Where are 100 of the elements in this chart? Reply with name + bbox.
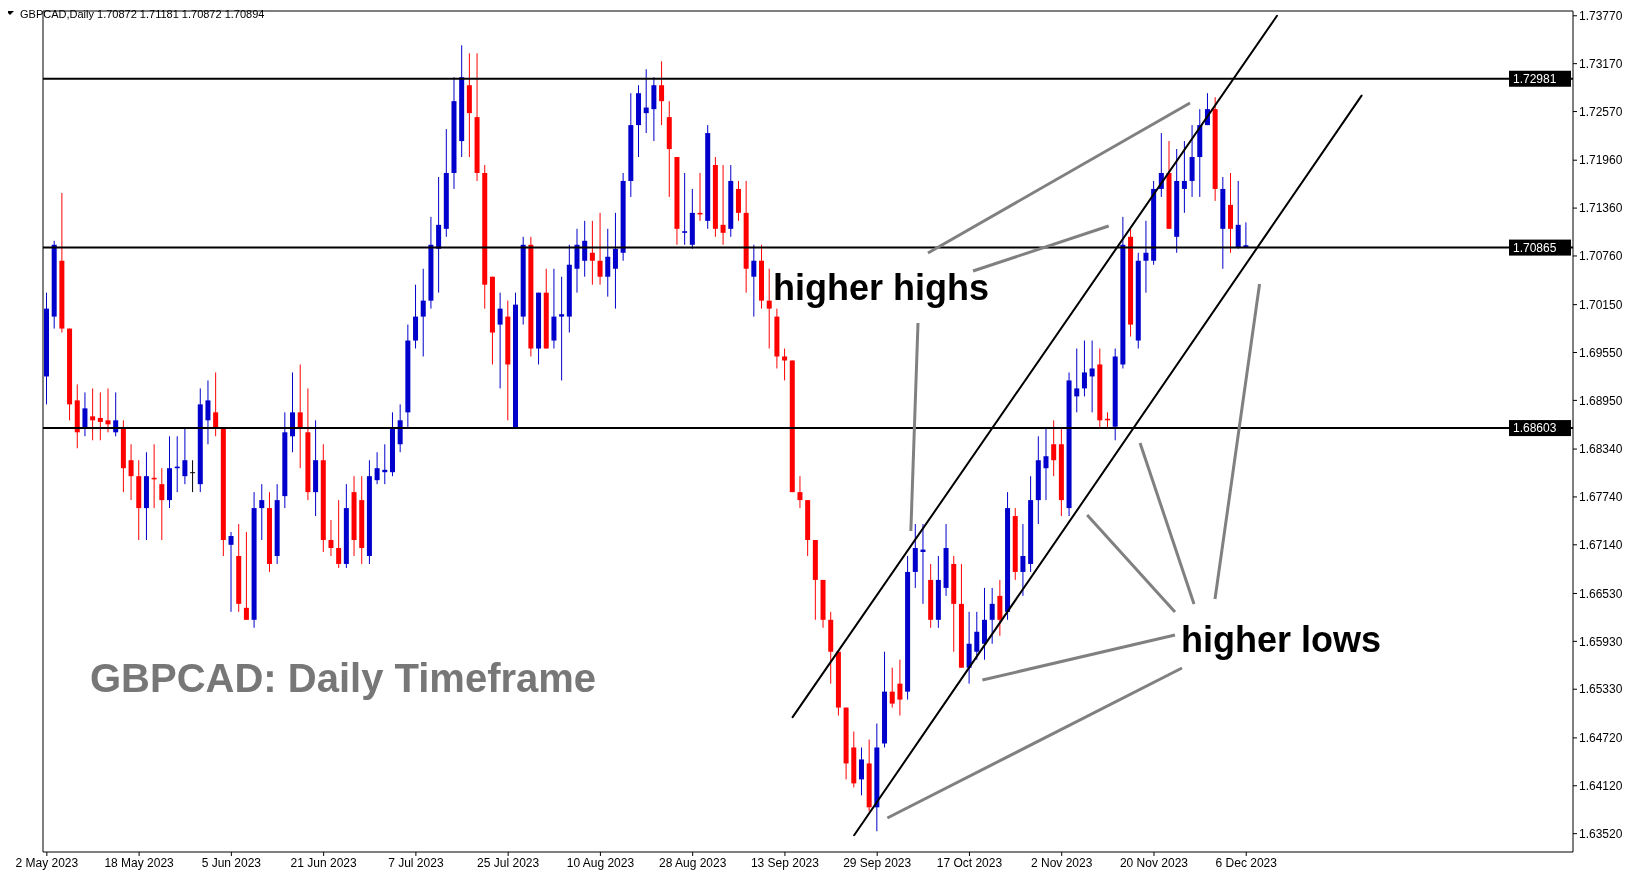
y-tick-label: 1.68340	[1579, 442, 1623, 457]
candlestick	[589, 220, 595, 286]
x-tick-label: 2 May 2023	[15, 855, 79, 870]
candlestick	[720, 164, 726, 246]
x-tick-label: 29 Sep 2023	[843, 855, 912, 870]
x-tick-label: 10 Aug 2023	[566, 855, 635, 870]
candlestick	[997, 579, 1003, 637]
candlestick	[1243, 221, 1249, 248]
y-tick-label: 1.64720	[1579, 731, 1623, 746]
x-tick-label: 7 Jul 2023	[388, 855, 444, 870]
candlestick	[243, 531, 249, 621]
x-tick-label: 13 Sep 2023	[750, 855, 820, 870]
candlestick	[1074, 348, 1080, 413]
y-tick-label: 1.70150	[1579, 297, 1623, 312]
candlestick	[1228, 172, 1234, 254]
candlestick	[897, 659, 903, 717]
candlestick	[1143, 220, 1149, 294]
candlestick	[766, 268, 772, 350]
candlestick	[82, 391, 88, 437]
candlestick	[159, 467, 165, 541]
candlestick	[190, 459, 196, 493]
ref-line-label: 1.70865	[1513, 240, 1557, 255]
candlestick	[374, 451, 380, 485]
y-tick-label: 1.69550	[1579, 345, 1623, 360]
y-tick-label: 1.68950	[1579, 393, 1623, 408]
annotation: higher lows	[1181, 619, 1382, 660]
candlestick	[228, 531, 234, 613]
candlestick	[682, 172, 688, 246]
candlestick	[1051, 419, 1057, 477]
candlestick	[858, 746, 864, 796]
y-tick-label: 1.71960	[1579, 153, 1623, 168]
y-tick-label: 1.65930	[1579, 634, 1623, 649]
candlestick	[889, 667, 895, 709]
candlestick	[1235, 180, 1241, 250]
y-tick-label: 1.73170	[1579, 56, 1623, 71]
candlestick	[1089, 340, 1095, 413]
candlestick	[1020, 523, 1026, 597]
candlestick	[413, 284, 419, 350]
candlestick	[605, 228, 611, 298]
x-tick-label: 28 Aug 2023	[658, 855, 727, 870]
candlestick	[90, 387, 96, 441]
x-tick-label: 25 Jul 2023	[477, 855, 540, 870]
y-tick-label: 1.71360	[1579, 201, 1623, 216]
candlestick	[105, 387, 111, 433]
candlestick	[97, 391, 103, 441]
candlestick	[612, 212, 618, 310]
candlestick	[751, 244, 757, 318]
annotation: higher highs	[773, 267, 989, 308]
candlestick	[966, 611, 972, 685]
y-tick-label: 1.70760	[1579, 249, 1623, 264]
candlestick	[574, 228, 580, 294]
x-tick-label: 17 Oct 2023	[936, 855, 1003, 870]
candlestick	[989, 587, 995, 645]
candlestick	[981, 587, 987, 661]
y-tick-label: 1.63520	[1579, 826, 1623, 841]
candlestick	[213, 371, 219, 437]
candlestick	[1081, 340, 1087, 397]
candlestick	[436, 176, 442, 294]
y-tick-label: 1.72570	[1579, 104, 1623, 119]
text: GBPCAD: Daily Timeframe	[90, 656, 597, 700]
candlestick	[797, 475, 803, 509]
candlestick	[259, 483, 265, 541]
candlestick	[551, 268, 557, 350]
candlestick	[559, 276, 565, 381]
candlestick	[397, 403, 403, 453]
candlestick	[974, 611, 980, 661]
candlestick	[582, 220, 588, 278]
candlestick	[1181, 140, 1187, 214]
x-tick-label: 21 Jun 2023	[290, 855, 357, 870]
ref-line-label: 1.68603	[1513, 421, 1557, 436]
y-tick-label: 1.66530	[1579, 586, 1623, 601]
candlestick	[205, 379, 211, 445]
candlestick	[328, 519, 334, 557]
candlestick	[597, 212, 603, 286]
candlestick	[297, 363, 303, 469]
y-tick-label: 1.67140	[1579, 538, 1623, 553]
x-tick-label: 2 Nov 2023	[1031, 855, 1093, 870]
chart-subtitle: GBPCAD,Daily 1.70872 1.71181 1.70872 1.70894	[20, 8, 265, 20]
candlestick	[651, 76, 657, 142]
candlestick	[420, 268, 426, 357]
candlestick	[128, 443, 134, 501]
candlestick	[182, 427, 188, 485]
x-tick-label: 20 Nov 2023	[1119, 855, 1189, 870]
candlestick	[912, 523, 918, 589]
x-tick-label: 6 Dec 2023	[1215, 855, 1278, 870]
y-tick-label: 1.67740	[1579, 490, 1623, 505]
candlestick	[659, 60, 665, 126]
y-tick-label: 1.64120	[1579, 779, 1623, 794]
candlestick	[1043, 427, 1049, 501]
candlestick	[336, 499, 342, 569]
candlestick	[497, 292, 503, 389]
candlestick	[735, 180, 741, 222]
y-tick-label: 1.65330	[1579, 682, 1623, 697]
x-tick-label: 5 Jun 2023	[201, 855, 262, 870]
y-tick-label: 1.73770	[1579, 9, 1623, 24]
candlestick	[290, 371, 296, 453]
x-tick-label: 18 May 2023	[104, 855, 175, 870]
ref-line-label: 1.72981	[1513, 71, 1557, 86]
candlestick	[1189, 124, 1195, 198]
candlestick	[782, 348, 788, 381]
